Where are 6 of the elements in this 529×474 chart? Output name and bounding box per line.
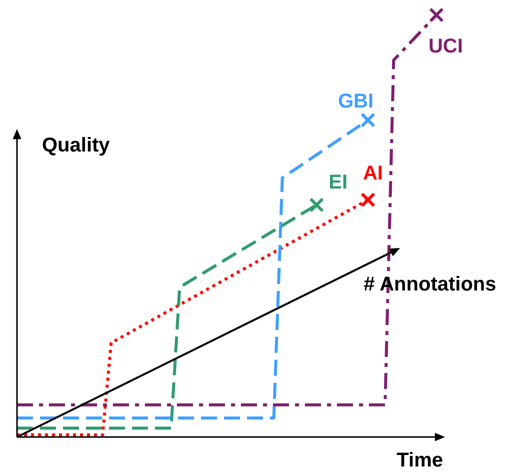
series-label: GBI — [338, 90, 374, 113]
series-label: AI — [362, 162, 383, 184]
series-label: EI — [328, 171, 348, 194]
y-axis-title: Quality — [42, 134, 111, 156]
series-label: UCI — [428, 36, 463, 58]
x-axis-title: Time — [396, 450, 443, 472]
